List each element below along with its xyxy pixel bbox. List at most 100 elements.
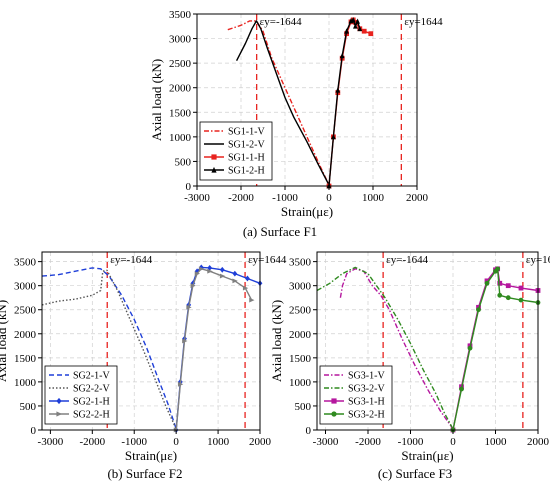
- marker-circle: [484, 280, 490, 286]
- marker-square: [505, 283, 511, 289]
- marker-triangle-right: [232, 278, 238, 284]
- plot-frame: [316, 251, 539, 431]
- y-tick-label: 500: [175, 156, 192, 168]
- marker-triangle-right: [242, 285, 249, 291]
- legend-label: SG2-2-V: [73, 384, 110, 395]
- marker-triangle-right: [182, 338, 188, 344]
- x-tick-label: 0: [173, 436, 179, 448]
- series-line-sg2-2-v: [41, 269, 177, 430]
- legend-label: SG1-1-V: [228, 127, 265, 138]
- x-tick-label: 0: [326, 192, 332, 204]
- marker-triangle-right: [207, 268, 213, 274]
- y-axis-title: Axial load (kN): [269, 300, 284, 382]
- marker-diamond: [232, 270, 238, 277]
- marker-triangle: [344, 28, 349, 34]
- legend-label: SG2-1-V: [73, 371, 110, 382]
- x-tick-label: -3000: [184, 192, 210, 204]
- y-axis-title: Axial load (kN): [0, 300, 9, 382]
- y-tick-label: 500: [295, 401, 312, 413]
- series-line-sg1-1-v: [227, 20, 330, 186]
- x-tick-label: -3000: [38, 436, 64, 448]
- chart-surface-f3: (c) Surface F3 εy=-1644εy=1644-3000-2000…: [269, 251, 550, 481]
- marker-triangle-right: [190, 283, 196, 289]
- marker-triangle: [335, 87, 341, 93]
- y-tick-label: 0: [31, 425, 37, 437]
- marker-circle: [476, 307, 481, 313]
- x-tick-label: -2000: [79, 436, 105, 448]
- legend: SG3-1-V SG3-2-V SG3-1-H SG3-2-H: [319, 365, 393, 425]
- legend-label: SG2-1-H: [73, 397, 110, 408]
- y-tick-label: 0: [186, 181, 192, 193]
- y-tick-label: 0: [306, 425, 312, 437]
- y-tick-label: 1000: [169, 132, 192, 144]
- legend-label: SG1-1-H: [228, 153, 265, 164]
- marker-diamond: [207, 264, 213, 271]
- chart-caption: (a) Surface F1: [243, 224, 317, 239]
- marker-triangle-right: [194, 271, 201, 277]
- legend-label: SG3-2-H: [348, 410, 385, 421]
- marker-circle: [467, 345, 473, 351]
- y-tick-label: 1500: [169, 107, 192, 119]
- marker-triangle: [357, 25, 363, 32]
- marker-triangle: [211, 166, 217, 173]
- marker-circle: [495, 266, 501, 272]
- y-axis-title: Axial load (kN): [149, 59, 164, 141]
- marker-square: [518, 285, 524, 291]
- y-tick-label: 2500: [169, 58, 192, 70]
- marker-triangle: [350, 16, 356, 23]
- x-tick-label: -1000: [398, 436, 424, 448]
- plot-frame: [41, 251, 261, 431]
- marker-diamond: [190, 280, 196, 287]
- x-axis-title: Strain(με): [281, 204, 333, 219]
- y-tick-label: 3000: [14, 281, 37, 293]
- marker-triangle: [353, 23, 358, 29]
- x-axis-title: Strain(με): [401, 448, 453, 463]
- marker-diamond: [245, 275, 250, 282]
- y-tick-label: 1500: [14, 353, 37, 365]
- legend-label: SG3-1-H: [348, 397, 385, 408]
- marker-circle: [459, 386, 464, 392]
- x-tick-label: -1000: [272, 192, 298, 204]
- marker-triangle: [339, 52, 345, 59]
- y-tick-label: 3500: [289, 257, 312, 269]
- marker-circle: [497, 292, 503, 298]
- marker-diamond: [56, 397, 62, 405]
- marker-square: [211, 154, 217, 160]
- marker-circle: [505, 295, 511, 301]
- marker-square: [497, 280, 503, 286]
- y-tick-label: 3500: [169, 9, 192, 21]
- x-tick-label: 2000: [249, 436, 272, 448]
- x-tick-label: 1000: [485, 436, 508, 448]
- marker-circle: [331, 411, 337, 417]
- x-tick-label: -3000: [313, 436, 339, 448]
- y-tick-label: 2500: [14, 305, 37, 317]
- legend-label: SG1-2-H: [228, 166, 265, 177]
- marker-diamond: [219, 266, 225, 273]
- y-tick-label: 3000: [289, 281, 312, 293]
- marker-square: [331, 398, 337, 404]
- x-tick-label: -2000: [228, 192, 254, 204]
- y-tick-label: 2500: [289, 305, 312, 317]
- legend-label: SG1-2-V: [228, 140, 265, 151]
- series-line-sg1-1-h: [328, 19, 372, 187]
- x-axis-title: Strain(με): [125, 448, 177, 463]
- legend-label: SG3-2-V: [348, 384, 385, 395]
- marker-triangle-right: [219, 273, 226, 279]
- y-tick-label: 1500: [289, 353, 312, 365]
- legend: SG1-1-V SG1-2-V SG1-1-H SG1-2-H: [199, 121, 273, 181]
- legend: SG2-1-V SG2-2-V SG2-1-H SG2-2-H: [44, 365, 118, 425]
- marker-square: [368, 31, 374, 37]
- chart-surface-f1: (a) Surface F1 εy=-1644 εy=1644 -3000 -2000…: [149, 9, 443, 239]
- y-tick-label: 500: [20, 401, 37, 413]
- y-tick-label: 1000: [14, 377, 37, 389]
- marker-triangle-right: [56, 411, 63, 417]
- marker-square: [484, 278, 490, 284]
- y-tick-label: 1000: [289, 377, 312, 389]
- plot-frame: [196, 13, 418, 187]
- x-tick-label: 1000: [207, 436, 230, 448]
- marker-triangle: [331, 133, 336, 140]
- series-line-sg1-2-h: [328, 19, 361, 187]
- marker-square: [361, 28, 367, 34]
- marker-triangle-right: [198, 266, 205, 272]
